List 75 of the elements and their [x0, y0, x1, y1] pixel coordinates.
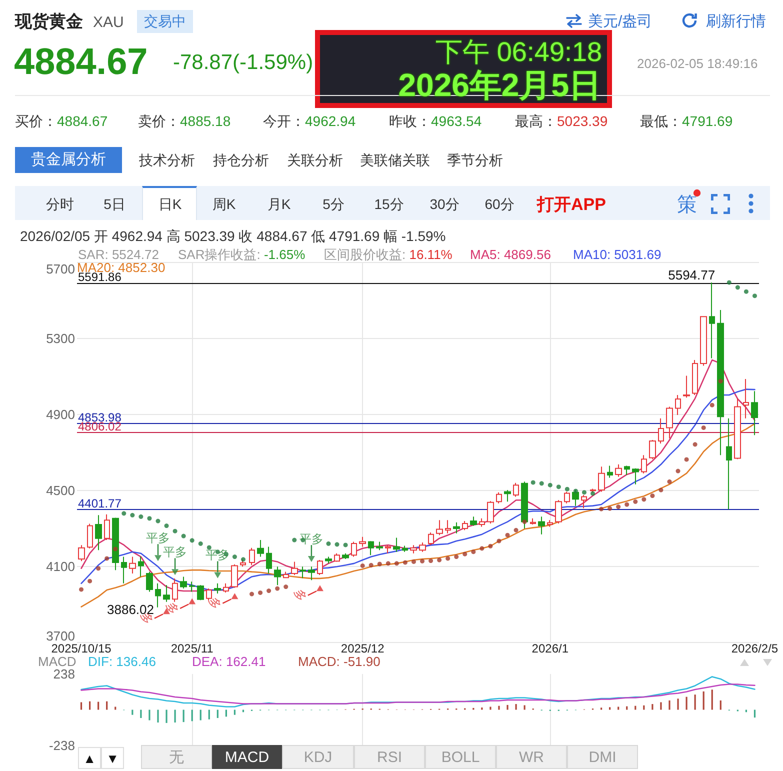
text: SAR: 5524.72: [78, 246, 159, 262]
data-label: 平多: [146, 531, 170, 546]
text: SAR操作收益: -1.65%: [178, 246, 306, 262]
y-tick-label: 5700: [46, 262, 75, 276]
text: 5分: [322, 196, 344, 212]
text: KDJ: [282, 745, 354, 769]
text: 分时: [46, 196, 74, 212]
text: 昨收：4963.54: [389, 113, 482, 129]
text: 交易中: [137, 10, 193, 33]
x-tick-label: 2025/11: [170, 642, 214, 656]
text: 无: [141, 745, 212, 769]
text: 最高：5023.39: [515, 113, 608, 129]
text: 日K: [158, 196, 182, 212]
text: 刷新行情: [706, 12, 766, 30]
text: DEA: 162.41: [192, 654, 266, 668]
y-tick-label: 4500: [46, 483, 75, 498]
y-tick-label: 238: [53, 666, 75, 682]
text: WR: [496, 745, 567, 769]
x-tick-label: 2025/10/15: [51, 642, 112, 656]
chart-subtitle: 2026/02/05 开 4962.94 高 5023.39 收 4884.67 低 4791.69 幅 -1.59%: [20, 228, 446, 244]
text: 2026-02-05 18:49:16: [637, 56, 758, 70]
text: DMI: [567, 745, 638, 769]
text: 下午 06:49:18: [435, 36, 602, 66]
y-tick-label: -238: [48, 738, 75, 753]
text: -78.87(-1.59%): [173, 50, 314, 74]
y-tick-label: 4900: [46, 407, 75, 422]
x-tick-label: 2026/2/5: [731, 642, 778, 656]
data-label: 多: [292, 587, 309, 604]
text: 60分: [484, 196, 514, 212]
x-tick-label: 2026/1: [532, 642, 569, 656]
text: 区间股价收益: 16.11%: [324, 246, 452, 262]
text: 2026年2月5日: [398, 67, 601, 103]
y-tick-label: 4100: [46, 559, 75, 574]
text: MACD: [212, 745, 282, 769]
chart-title: MACD: [38, 654, 76, 668]
y-tick-label: 5300: [46, 331, 75, 346]
text: 关联分析: [287, 152, 343, 168]
text: ▼: [101, 747, 124, 769]
text: 5日: [104, 196, 126, 212]
text: MACD: -51.90: [298, 654, 380, 668]
text: 卖价：4885.18: [138, 113, 231, 129]
line-series: [80, 684, 756, 704]
text: 月K: [267, 196, 291, 212]
text: 买价：4884.67: [15, 113, 108, 129]
text: MA10: 5031.69: [573, 246, 662, 262]
ref-line-label: 4401.77: [78, 496, 122, 510]
text: 现货黄金: [15, 12, 83, 30]
data-label: 多: [164, 600, 181, 616]
text: 15分: [374, 196, 404, 212]
text: BOLL: [425, 745, 496, 769]
text: 今开：4962.94: [263, 113, 356, 129]
text: 4884.67: [14, 40, 148, 82]
series-label: DIF: 136.46: [88, 654, 156, 668]
text: MA5: 4869.56: [470, 246, 551, 262]
text: 策: [677, 194, 697, 216]
data-label: 多: [206, 595, 224, 612]
data-label: 平多: [299, 532, 324, 546]
text: 持仓分析: [213, 152, 269, 168]
data-label: 平多: [206, 548, 230, 562]
x-tick-label: 2025/12: [340, 642, 385, 656]
text: 30分: [430, 196, 460, 212]
y-tick-label: 3700: [46, 628, 75, 644]
text: 最低：4791.69: [640, 113, 733, 129]
text: 季节分析: [447, 152, 503, 168]
text: 美元/盎司: [588, 12, 652, 30]
text: 打开APP: [537, 194, 606, 214]
text: ▲: [78, 747, 101, 769]
annotation: 5594.77: [668, 268, 716, 283]
data-label: 平多: [163, 545, 188, 560]
text: 贵金属分析: [15, 147, 122, 173]
text: 技术分析: [139, 152, 195, 168]
text: XAU: [93, 14, 124, 30]
text: RSI: [354, 745, 425, 769]
text: 周K: [212, 196, 236, 212]
text: 美联储关联: [360, 152, 430, 168]
